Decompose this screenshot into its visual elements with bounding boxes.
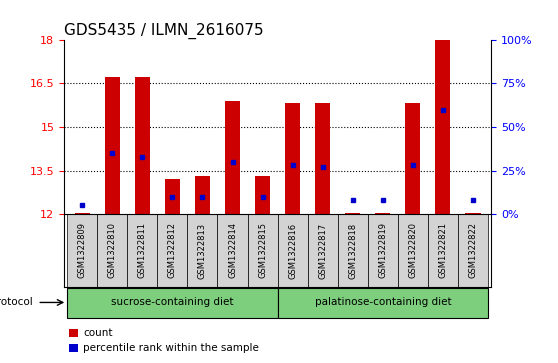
Bar [405,103,420,214]
Bar [345,213,360,214]
Text: GSM1322822: GSM1322822 [469,223,478,278]
Bar [165,179,180,214]
Bar [97,214,127,287]
Text: GSM1322817: GSM1322817 [318,223,327,278]
Text: palatinose-containing diet: palatinose-containing diet [315,297,451,307]
Text: GSM1322820: GSM1322820 [408,223,417,278]
Bar [458,214,488,287]
Text: GSM1322812: GSM1322812 [168,223,177,278]
Bar [307,214,338,287]
Bar [187,214,218,287]
Bar [465,213,480,214]
Text: protocol: protocol [0,297,33,307]
Bar [255,176,270,214]
Bar [285,103,300,214]
Bar [75,213,90,214]
Bar [398,214,428,287]
Text: GSM1322810: GSM1322810 [108,223,117,278]
Bar [338,214,368,287]
Text: GSM1322811: GSM1322811 [138,223,147,278]
Text: GSM1322815: GSM1322815 [258,223,267,278]
Bar [278,214,307,287]
Bar [105,77,120,214]
Text: GSM1322819: GSM1322819 [378,223,387,278]
Text: sucrose-containing diet: sucrose-containing diet [111,297,234,307]
Bar [278,288,488,318]
Bar [428,214,458,287]
Bar [195,176,210,214]
Bar [435,40,450,214]
Bar [376,213,391,214]
Bar [218,214,248,287]
Bar [135,77,150,214]
Bar [248,214,278,287]
Text: GSM1322821: GSM1322821 [439,223,448,278]
Bar [67,214,97,287]
Text: GSM1322814: GSM1322814 [228,223,237,278]
Text: GSM1322813: GSM1322813 [198,223,207,278]
Bar [127,214,157,287]
Bar [368,214,398,287]
Bar [315,103,330,214]
Bar [225,101,240,214]
Text: GSM1322809: GSM1322809 [78,223,86,278]
Text: GSM1322818: GSM1322818 [348,223,357,278]
Bar [157,214,187,287]
Text: GDS5435 / ILMN_2616075: GDS5435 / ILMN_2616075 [64,23,264,38]
Legend: count, percentile rank within the sample: count, percentile rank within the sample [69,328,259,354]
Text: GSM1322816: GSM1322816 [288,223,297,278]
Bar [67,288,278,318]
